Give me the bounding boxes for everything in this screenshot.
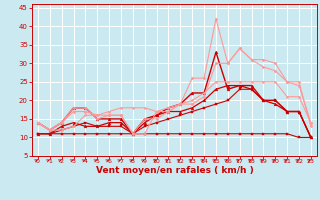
X-axis label: Vent moyen/en rafales ( km/h ): Vent moyen/en rafales ( km/h ) — [96, 166, 253, 175]
